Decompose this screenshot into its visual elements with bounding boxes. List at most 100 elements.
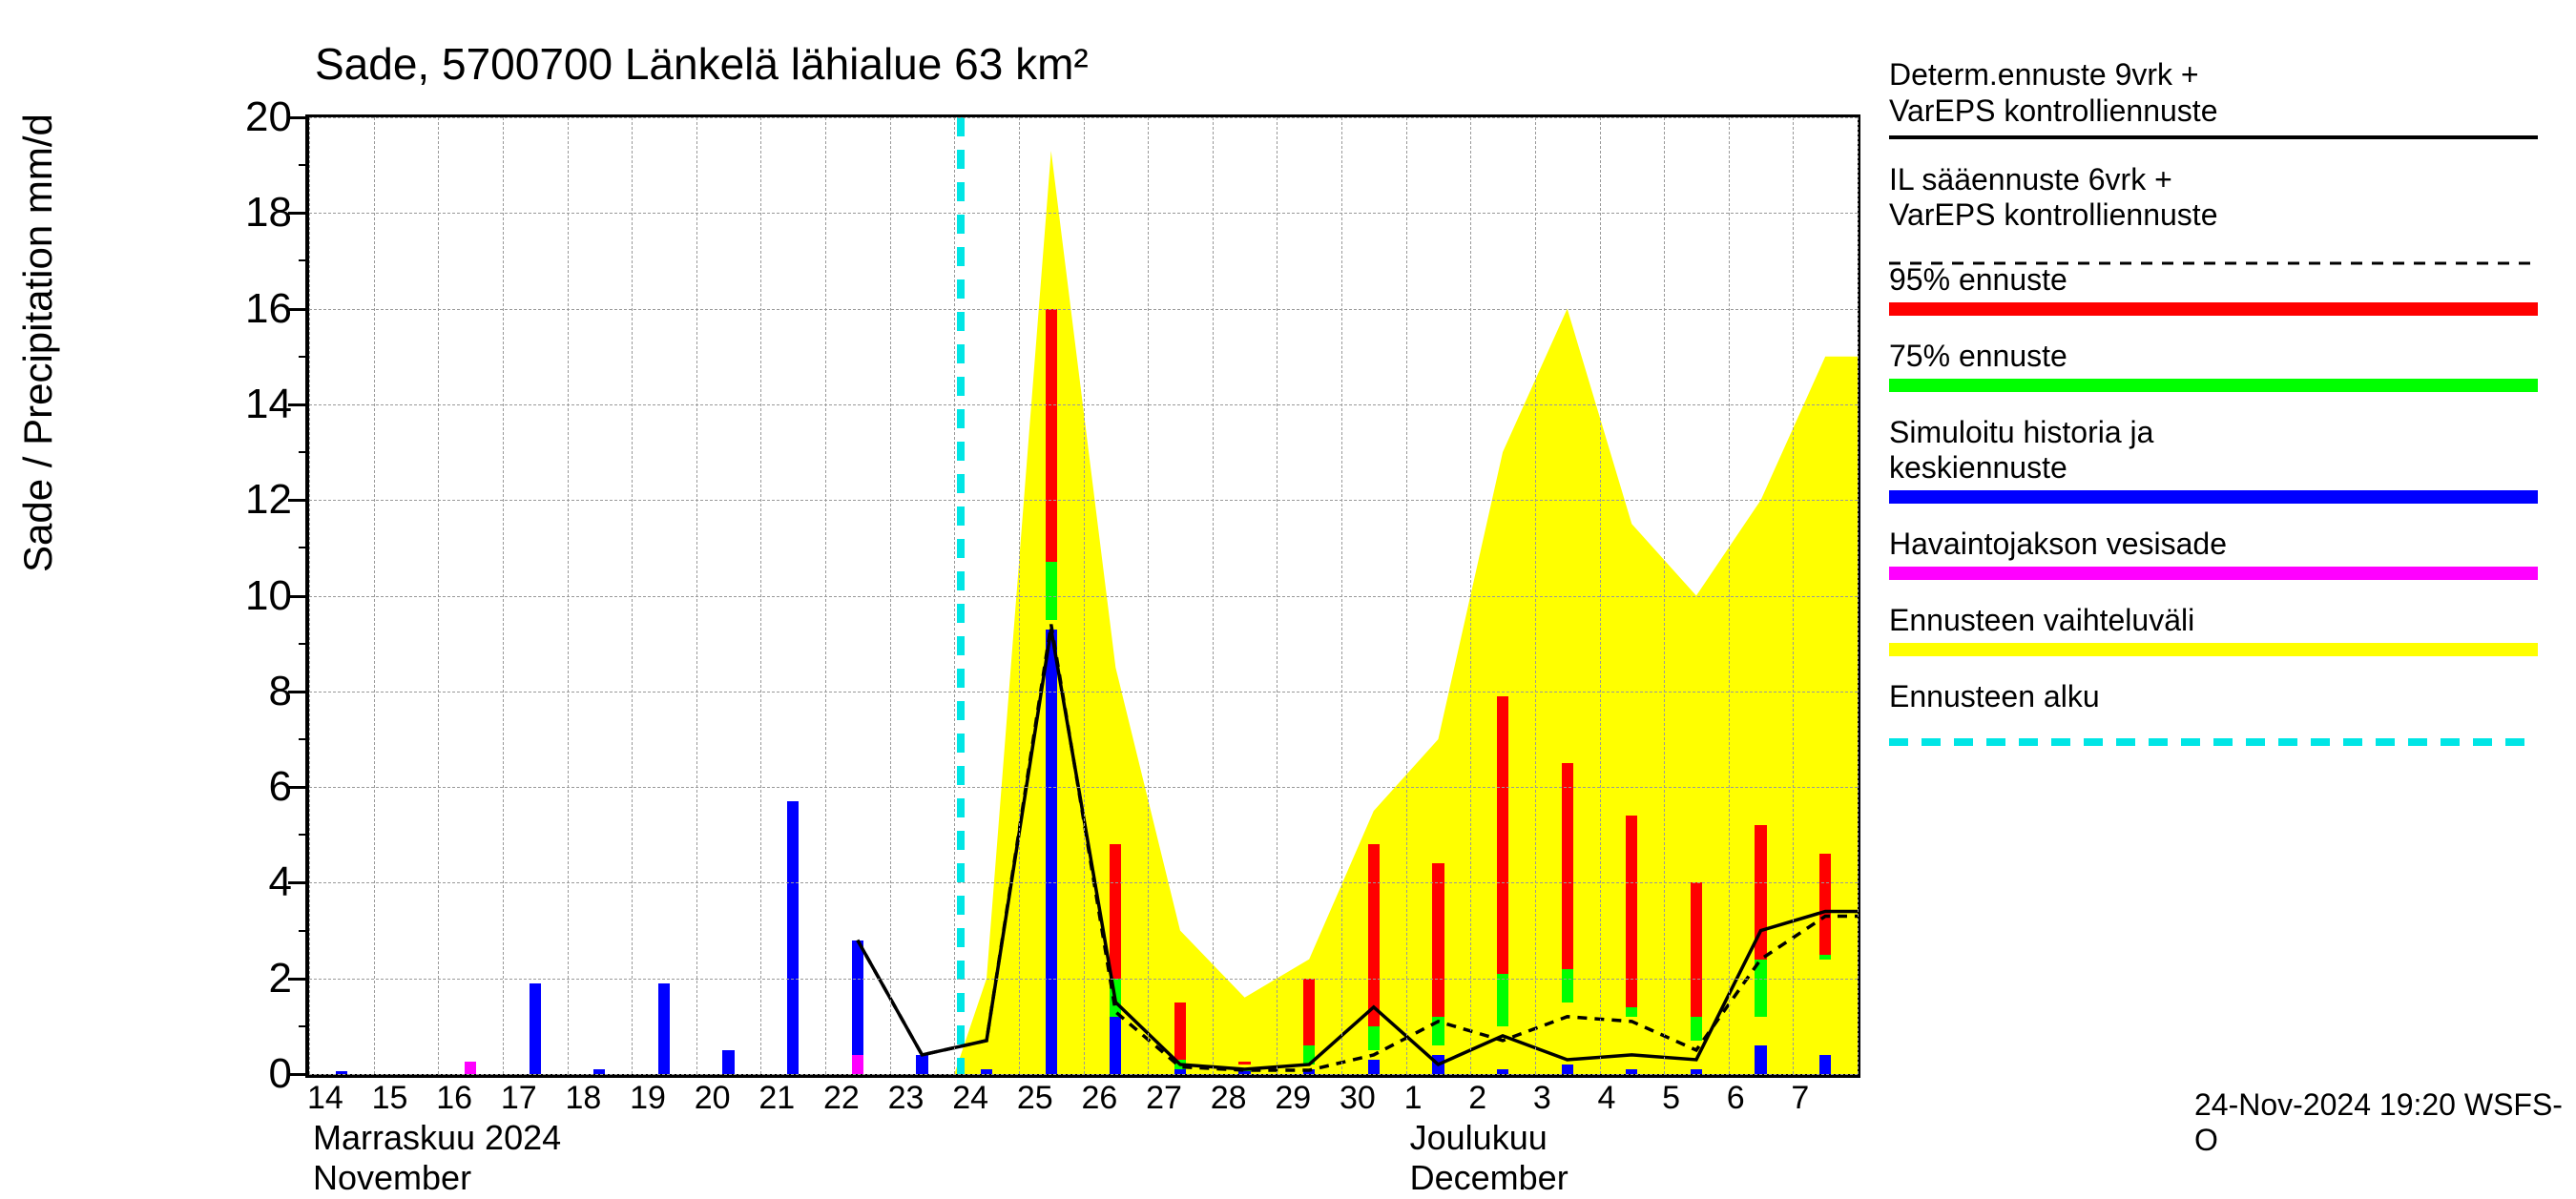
grid-vline (1858, 117, 1859, 1074)
ytick-major (288, 786, 309, 789)
ytick-label: 8 (177, 668, 292, 715)
legend-label: keskiennuste (1889, 450, 2538, 486)
xtick-label: 26 (1082, 1080, 1118, 1117)
ytick-major (288, 881, 309, 884)
month-label: Marraskuu 2024 (313, 1118, 561, 1158)
xtick-label: 25 (1017, 1080, 1053, 1117)
ytick-label: 6 (177, 763, 292, 811)
legend-item: 75% ennuste (1889, 339, 2538, 392)
legend-item: Simuloitu historia jakeskiennuste (1889, 415, 2538, 505)
ytick-minor (299, 356, 309, 358)
grid-hline (309, 500, 1858, 501)
ytick-major (288, 116, 309, 119)
ytick-major (288, 308, 309, 311)
y-axis-label: Sade / Precipitation mm/d (15, 114, 61, 572)
ytick-minor (299, 259, 309, 261)
xtick-label: 29 (1275, 1080, 1311, 1117)
ytick-label: 0 (177, 1050, 292, 1098)
ytick-label: 4 (177, 858, 292, 906)
ytick-minor (299, 643, 309, 645)
legend-swatch (1889, 643, 2538, 656)
xtick-label: 24 (952, 1080, 988, 1117)
ytick-major (288, 403, 309, 406)
xtick-label: 2 (1468, 1080, 1486, 1117)
xtick-label: 14 (307, 1080, 343, 1117)
ytick-major (288, 499, 309, 502)
legend-item: Havaintojakson vesisade (1889, 527, 2538, 580)
ytick-minor (299, 1025, 309, 1027)
month-label: November (313, 1158, 561, 1198)
grid-hline (309, 787, 1858, 788)
xtick-label: 22 (823, 1080, 860, 1117)
chart-title: Sade, 5700700 Länkelä lähialue 63 km² (315, 38, 1089, 90)
xtick-label: 1 (1404, 1080, 1423, 1117)
xtick-label: 7 (1791, 1080, 1809, 1117)
legend-swatch (1889, 135, 2538, 139)
grid-hline (309, 882, 1858, 883)
ytick-minor (299, 547, 309, 548)
legend-label: Determ.ennuste 9vrk + (1889, 57, 2538, 93)
ytick-minor (299, 738, 309, 740)
grid-hline (309, 117, 1858, 118)
plot-area: 0246810121416182014151617181920212223242… (305, 114, 1860, 1078)
ytick-label: 2 (177, 955, 292, 1003)
xtick-label: 28 (1211, 1080, 1247, 1117)
grid-hline (309, 213, 1858, 214)
grid-hline (309, 1074, 1858, 1075)
legend-label: IL sääennuste 6vrk + (1889, 162, 2538, 198)
ytick-label: 20 (177, 93, 292, 141)
x-month-label: Marraskuu 2024November (313, 1118, 561, 1199)
legend-label: Ennusteen alku (1889, 679, 2538, 715)
xtick-label: 19 (630, 1080, 666, 1117)
legend-swatch (1889, 567, 2538, 580)
legend-label: 95% ennuste (1889, 262, 2538, 299)
legend-label: Ennusteen vaihteluväli (1889, 603, 2538, 639)
ytick-label: 18 (177, 189, 292, 237)
ytick-major (288, 691, 309, 693)
ytick-major (288, 212, 309, 215)
x-month-label: JoulukuuDecember (1410, 1118, 1568, 1199)
ytick-major (288, 595, 309, 598)
legend-item: Ennusteen alku (1889, 679, 2538, 721)
xtick-label: 21 (758, 1080, 795, 1117)
xtick-label: 5 (1662, 1080, 1680, 1117)
chart-stage: Sade, 5700700 Länkelä lähialue 63 km² Sa… (0, 0, 2576, 1145)
month-label: Joulukuu (1410, 1118, 1568, 1158)
grid-hline (309, 979, 1858, 980)
legend: Determ.ennuste 9vrk +VarEPS kontrollienn… (1889, 57, 2538, 743)
legend-swatch (1889, 490, 2538, 504)
ytick-minor (299, 451, 309, 453)
xtick-label: 27 (1146, 1080, 1182, 1117)
ytick-major (288, 1073, 309, 1076)
month-label: December (1410, 1158, 1568, 1198)
xtick-label: 3 (1533, 1080, 1551, 1117)
xtick-label: 20 (695, 1080, 731, 1117)
grid-hline (309, 596, 1858, 597)
grid-hline (309, 692, 1858, 693)
ytick-minor (299, 930, 309, 932)
footer-timestamp: 24-Nov-2024 19:20 WSFS-O (2194, 1087, 2576, 1158)
ytick-label: 10 (177, 572, 292, 620)
legend-item: Determ.ennuste 9vrk +VarEPS kontrollienn… (1889, 57, 2538, 139)
xtick-label: 17 (501, 1080, 537, 1117)
legend-label: VarEPS kontrolliennuste (1889, 197, 2538, 234)
ytick-minor (299, 164, 309, 166)
legend-swatch (1889, 302, 2538, 316)
legend-label: Havaintojakson vesisade (1889, 527, 2538, 563)
ytick-label: 14 (177, 381, 292, 428)
legend-swatch (1889, 379, 2538, 392)
ytick-label: 16 (177, 285, 292, 333)
xtick-label: 16 (436, 1080, 472, 1117)
xtick-label: 18 (566, 1080, 602, 1117)
legend-label: VarEPS kontrolliennuste (1889, 93, 2538, 130)
xtick-label: 4 (1598, 1080, 1616, 1117)
ytick-minor (299, 834, 309, 836)
xtick-label: 30 (1340, 1080, 1376, 1117)
xtick-label: 6 (1727, 1080, 1745, 1117)
legend-item: IL sääennuste 6vrk + VarEPS kontrollienn… (1889, 162, 2538, 240)
ytick-major (288, 978, 309, 981)
grid-hline (309, 309, 1858, 310)
legend-label: 75% ennuste (1889, 339, 2538, 375)
ytick-label: 12 (177, 476, 292, 524)
grid-hline (309, 404, 1858, 405)
